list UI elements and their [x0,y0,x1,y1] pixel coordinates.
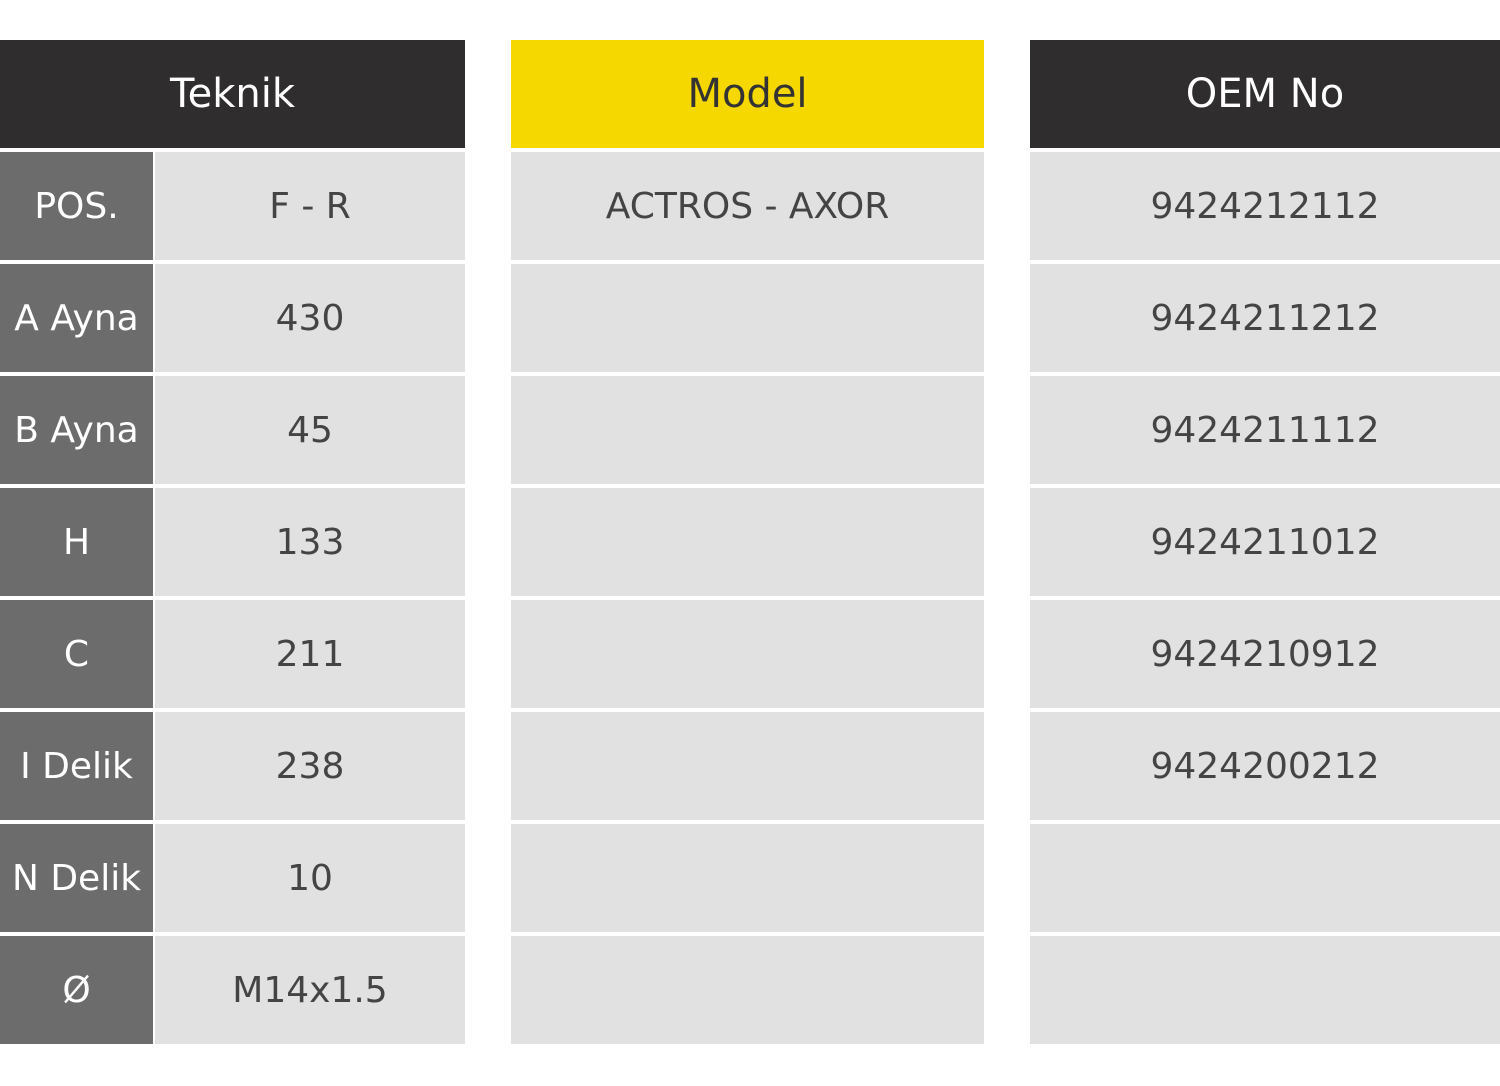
teknik-value: 238 [155,712,465,820]
oem-cell: 9424212112 [1030,152,1500,260]
teknik-value: 10 [155,824,465,932]
teknik-value: M14x1.5 [155,936,465,1044]
oem-cell [1030,824,1500,932]
model-cell [511,488,984,596]
oem-cell: 9424211212 [1030,264,1500,372]
model-cell [511,264,984,372]
model-cell: ACTROS - AXOR [511,152,984,260]
oem-header: OEM No [1030,40,1500,148]
oem-cell: 9424210912 [1030,600,1500,708]
oem-cell: 9424200212 [1030,712,1500,820]
model-header: Model [511,40,984,148]
model-cell [511,936,984,1044]
teknik-label: I Delik [0,712,153,820]
oem-cell: 9424211012 [1030,488,1500,596]
teknik-label: POS. [0,152,153,260]
teknik-value: F - R [155,152,465,260]
teknik-label: N Delik [0,824,153,932]
model-cell [511,600,984,708]
teknik-value: 45 [155,376,465,484]
model-cell [511,824,984,932]
teknik-value: 133 [155,488,465,596]
teknik-label: H [0,488,153,596]
model-cell [511,376,984,484]
teknik-label: A Ayna [0,264,153,372]
oem-cell [1030,936,1500,1044]
model-cell [511,712,984,820]
teknik-value: 430 [155,264,465,372]
teknik-label: C [0,600,153,708]
teknik-value: 211 [155,600,465,708]
teknik-label: B Ayna [0,376,153,484]
oem-cell: 9424211112 [1030,376,1500,484]
teknik-header: Teknik [0,40,465,148]
teknik-label: Ø [0,936,153,1044]
